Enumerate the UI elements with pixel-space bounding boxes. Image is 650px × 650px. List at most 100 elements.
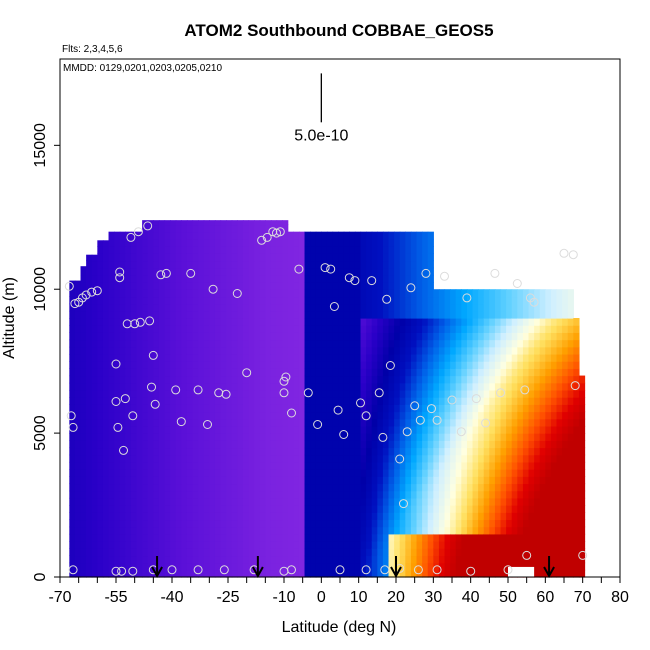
heatmap-cell bbox=[310, 238, 317, 247]
heatmap-cell bbox=[298, 368, 306, 377]
heatmap-cell bbox=[226, 310, 233, 319]
heatmap-cell bbox=[511, 411, 518, 420]
heatmap-cell bbox=[578, 375, 586, 384]
heatmap-cell bbox=[142, 282, 149, 290]
heatmap-cell bbox=[270, 562, 278, 571]
heatmap-cell bbox=[130, 318, 138, 326]
heatmap-cell bbox=[287, 541, 294, 549]
heatmap-cell bbox=[231, 454, 238, 463]
heatmap-cell bbox=[461, 332, 468, 341]
heatmap-cell bbox=[231, 246, 238, 254]
heatmap-cell bbox=[550, 346, 558, 355]
heatmap-cell bbox=[494, 497, 502, 506]
heatmap-cell bbox=[231, 440, 238, 449]
heatmap-cell bbox=[270, 411, 278, 420]
heatmap-cell bbox=[276, 505, 283, 513]
heatmap-cell bbox=[377, 418, 384, 427]
heatmap-cell bbox=[298, 490, 306, 499]
heatmap-cell bbox=[517, 519, 524, 528]
heatmap-cell bbox=[74, 476, 82, 485]
heatmap-cell bbox=[220, 224, 227, 233]
heatmap-cell bbox=[466, 476, 474, 485]
heatmap-cell bbox=[254, 231, 261, 240]
heatmap-cell bbox=[282, 274, 289, 283]
heatmap-cell bbox=[248, 548, 255, 557]
heatmap-cell bbox=[86, 404, 93, 413]
heatmap-cell bbox=[433, 375, 440, 384]
heatmap-cell bbox=[242, 253, 250, 262]
heatmap-cell bbox=[158, 519, 166, 528]
heatmap-cell bbox=[209, 505, 216, 513]
heatmap-cell bbox=[427, 555, 434, 564]
heatmap-cell bbox=[69, 562, 76, 571]
heatmap-cell bbox=[125, 253, 132, 262]
heatmap-cell bbox=[444, 318, 451, 326]
heatmap-cell bbox=[175, 411, 182, 420]
heatmap-cell bbox=[545, 476, 552, 485]
heatmap-cell bbox=[108, 353, 115, 362]
heatmap-cell bbox=[259, 368, 266, 377]
heatmap-cell bbox=[259, 289, 266, 298]
heatmap-cell bbox=[556, 512, 563, 521]
heatmap-cell bbox=[489, 332, 496, 341]
heatmap-cell bbox=[209, 433, 216, 441]
heatmap-cell bbox=[265, 461, 272, 470]
heatmap-cell bbox=[332, 469, 339, 477]
observation-point bbox=[529, 297, 539, 307]
heatmap-cell bbox=[102, 246, 110, 254]
heatmap-cell bbox=[214, 476, 222, 485]
heatmap-cell bbox=[500, 526, 507, 535]
observation-point bbox=[440, 271, 449, 281]
heatmap-cell bbox=[181, 332, 188, 341]
heatmap-cell bbox=[130, 238, 138, 247]
heatmap-cell bbox=[494, 512, 502, 521]
heatmap-cell bbox=[102, 433, 110, 441]
heatmap-cell bbox=[97, 440, 104, 449]
heatmap-cell bbox=[220, 497, 227, 506]
heatmap-cell bbox=[534, 555, 541, 564]
heatmap-cell bbox=[276, 253, 283, 262]
heatmap-cell bbox=[405, 346, 412, 355]
heatmap-cell bbox=[416, 231, 423, 240]
heatmap-cell bbox=[248, 541, 255, 549]
heatmap-cell bbox=[130, 533, 138, 542]
heatmap-cell bbox=[130, 332, 138, 341]
heatmap-cell bbox=[562, 404, 569, 413]
heatmap-cell bbox=[494, 526, 502, 535]
heatmap-cell bbox=[511, 339, 518, 348]
observation-point bbox=[150, 399, 160, 409]
heatmap-cell bbox=[304, 533, 311, 542]
heatmap-cell bbox=[410, 505, 418, 513]
heatmap-cell bbox=[489, 454, 496, 463]
heatmap-cell bbox=[382, 440, 390, 449]
heatmap-cell bbox=[203, 483, 210, 492]
heatmap-cell bbox=[438, 425, 446, 434]
heatmap-cell bbox=[377, 260, 384, 269]
heatmap-cell bbox=[382, 231, 390, 240]
heatmap-cell bbox=[550, 289, 558, 298]
heatmap-cell bbox=[500, 303, 507, 312]
heatmap-cell bbox=[203, 533, 210, 542]
heatmap-cell bbox=[399, 476, 406, 485]
heatmap-cell bbox=[186, 332, 194, 341]
heatmap-cell bbox=[158, 562, 166, 571]
heatmap-cell bbox=[293, 562, 300, 571]
observation-point bbox=[81, 290, 91, 300]
heatmap-cell bbox=[416, 519, 423, 528]
heatmap-cell bbox=[304, 440, 311, 449]
heatmap-cell bbox=[142, 253, 149, 262]
heatmap-cell bbox=[326, 447, 334, 456]
heatmap-cell bbox=[214, 325, 222, 333]
heatmap-cell bbox=[360, 555, 367, 564]
heatmap-cell bbox=[147, 318, 154, 326]
heatmap-cell bbox=[433, 332, 440, 341]
heatmap-cell bbox=[304, 519, 311, 528]
observation-point bbox=[171, 385, 181, 395]
heatmap-cell bbox=[153, 260, 160, 269]
heatmap-cell bbox=[567, 548, 574, 557]
heatmap-cell bbox=[461, 548, 468, 557]
heatmap-cell bbox=[494, 296, 502, 305]
heatmap-cell bbox=[522, 411, 530, 420]
heatmap-cell bbox=[573, 555, 580, 564]
heatmap-cell bbox=[242, 526, 250, 535]
